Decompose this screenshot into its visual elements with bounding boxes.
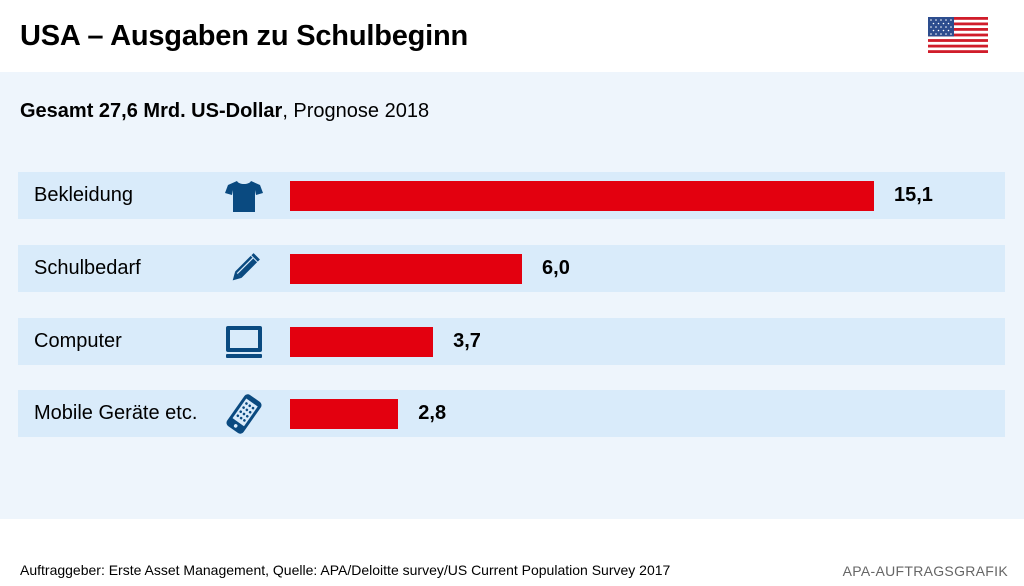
bar <box>290 181 874 211</box>
value-label: 3,7 <box>453 330 481 352</box>
bar <box>290 399 399 429</box>
value-label: 6,0 <box>542 257 570 279</box>
category-label: Schulbedarf <box>34 257 141 279</box>
bar <box>290 254 523 284</box>
monitor-icon <box>226 326 262 358</box>
value-label: 2,8 <box>418 402 447 424</box>
value-label: 15,1 <box>894 184 933 206</box>
header: USA – Ausgaben zu Schulbeginn <box>0 0 1024 72</box>
chart-subtitle: Gesamt 27,6 Mrd. US-Dollar, Prognose 201… <box>20 100 429 123</box>
category-label: Bekleidung <box>34 184 133 206</box>
brand-label: APA-AUFTRAGSGRAFIK <box>842 563 1008 579</box>
chart-panel <box>0 72 1024 519</box>
category-label: Computer <box>34 330 122 352</box>
chart-title: USA – Ausgaben zu Schulbeginn <box>20 20 469 52</box>
subtitle-forecast: , Prognose 2018 <box>282 100 430 122</box>
tshirt-icon <box>225 181 263 212</box>
pencil-icon <box>232 253 260 281</box>
usa-flag-icon <box>928 17 988 53</box>
bar <box>290 327 434 357</box>
source-note: Auftraggeber: Erste Asset Management, Qu… <box>20 562 671 578</box>
bar-row: Mobile Geräte etc. 2,8 <box>18 390 1005 437</box>
bar-row: Bekleidung 15,1 <box>18 172 1005 219</box>
mobile-phone-icon <box>226 394 262 434</box>
bar-row: Computer 3,7 <box>18 318 1005 365</box>
subtitle-total: Gesamt 27,6 Mrd. US-Dollar <box>20 100 283 122</box>
bar-row: Schulbedarf 6,0 <box>18 245 1005 292</box>
category-label: Mobile Geräte etc. <box>34 402 198 424</box>
